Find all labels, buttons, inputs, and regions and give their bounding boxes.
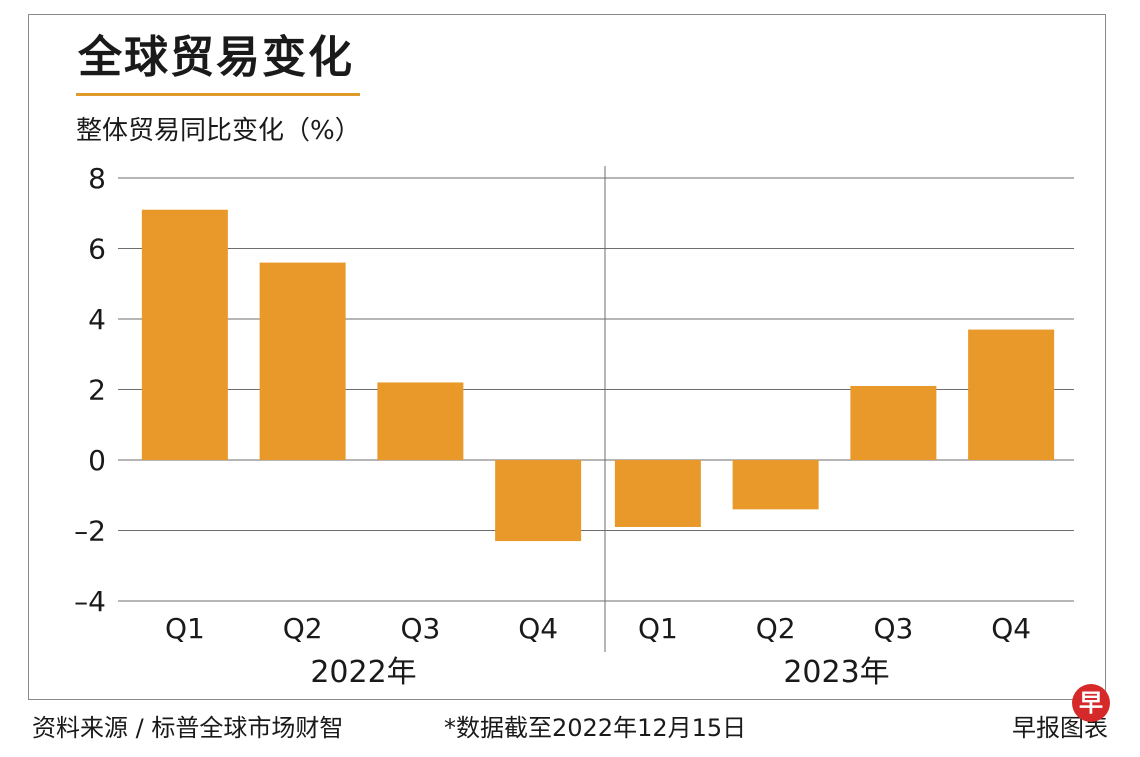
y-tick-label: –4: [74, 585, 106, 618]
bar: [495, 460, 582, 542]
bar: [377, 382, 464, 460]
y-tick-label: 0: [88, 444, 106, 477]
bar: [968, 329, 1055, 460]
y-tick-label: 4: [88, 303, 106, 336]
y-tick-label: 2: [88, 374, 106, 407]
chart-title: 全球贸易变化: [78, 32, 354, 83]
x-tick-label: Q2: [283, 612, 323, 645]
zaobao-logo: 早: [1072, 684, 1110, 722]
bar: [614, 460, 701, 527]
bar: [732, 460, 819, 510]
bar: [141, 209, 228, 460]
x-tick-label: Q3: [400, 612, 440, 645]
y-tick-label: –2: [74, 515, 106, 548]
chart-frame: [28, 14, 1106, 700]
source-note: 资料来源 / 标普全球市场财智: [32, 714, 344, 742]
y-tick-label: 6: [88, 233, 106, 266]
bar: [259, 262, 346, 460]
year-group-label: 2022年: [310, 655, 416, 690]
x-tick-label: Q4: [991, 612, 1031, 645]
data-cutoff-note: *数据截至2022年12月15日: [444, 714, 747, 742]
bar: [850, 385, 937, 460]
y-axis-label: 整体贸易同比变化（%）: [76, 116, 361, 146]
x-tick-label: Q2: [756, 612, 796, 645]
year-group-label: 2023年: [783, 655, 889, 690]
x-tick-label: Q4: [518, 612, 558, 645]
title-underline: [76, 93, 360, 96]
x-tick-label: Q3: [873, 612, 913, 645]
x-tick-label: Q1: [165, 612, 205, 645]
y-tick-label: 8: [88, 162, 106, 195]
x-tick-label: Q1: [638, 612, 678, 645]
